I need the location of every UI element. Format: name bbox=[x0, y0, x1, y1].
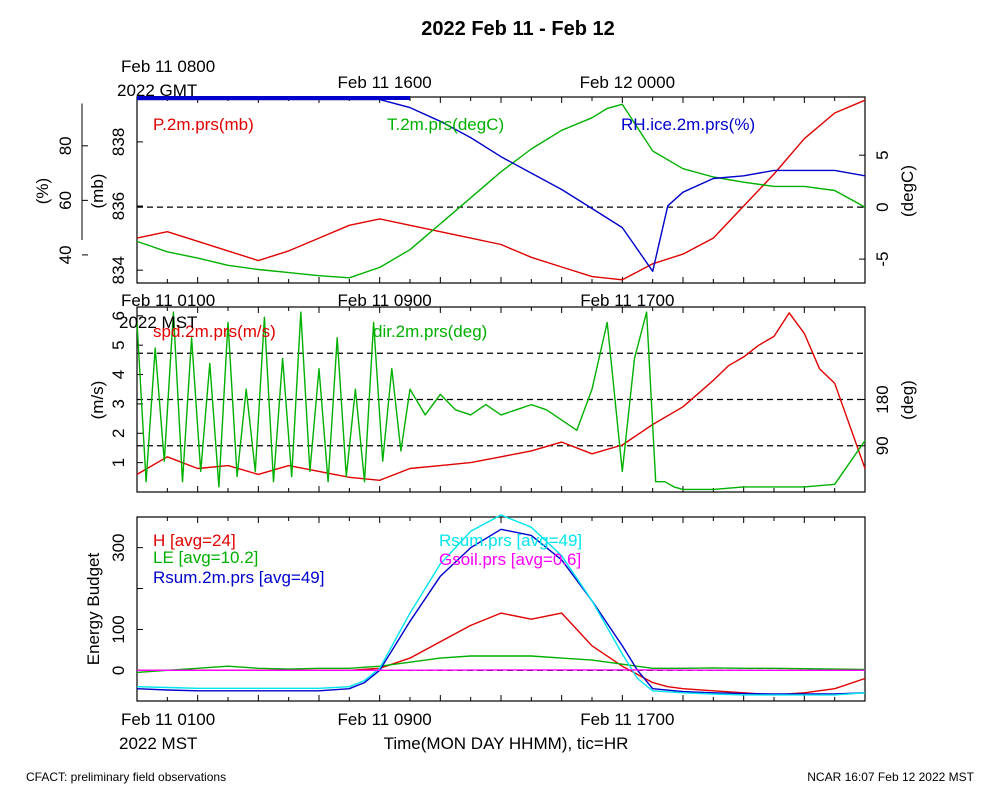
y2-tick-label: -5 bbox=[873, 252, 892, 267]
y-tick-label: 836 bbox=[109, 192, 128, 220]
percent-tick-label: 60 bbox=[56, 191, 75, 210]
y2-tick-label: 180 bbox=[873, 385, 892, 413]
y-tick-label: 100 bbox=[109, 615, 128, 643]
y2-tick-label: 5 bbox=[873, 150, 892, 159]
legend-entry: dir.2m.prs(deg) bbox=[373, 322, 487, 341]
series-line bbox=[136, 103, 866, 279]
y2-tick-label: 90 bbox=[873, 436, 892, 455]
energy-axis-label: Energy Budget bbox=[84, 552, 103, 665]
series-line bbox=[137, 612, 866, 696]
legend-entry: Gsoil.prs [avg=0.6] bbox=[439, 550, 581, 569]
footer-left: CFACT: preliminary field observations bbox=[26, 770, 226, 784]
legend-entry: H [avg=24] bbox=[153, 531, 236, 550]
series-line bbox=[136, 514, 866, 696]
y-tick-label: 300 bbox=[109, 533, 128, 561]
series-line bbox=[136, 528, 866, 695]
mid-axis-label: Feb 11 0900 bbox=[338, 291, 432, 310]
mid-axis-label: Feb 11 1700 bbox=[580, 291, 674, 310]
y-tick-label: 1 bbox=[109, 458, 128, 467]
top-axis-sub: 2022 GMT bbox=[117, 81, 197, 100]
series-line bbox=[136, 312, 866, 481]
top-axis-label: Feb 11 0800 bbox=[121, 57, 215, 76]
legend-entry: LE [avg=10.2] bbox=[153, 548, 258, 567]
y-tick-label: 2 bbox=[109, 429, 128, 438]
panel-energy-budget: 0 100 300 Energy Budget H [avg=24]LE [avg=10… bbox=[84, 514, 866, 702]
legend-entry: Rsum.prs [avg=49] bbox=[439, 531, 582, 550]
top-axis-label: Feb 12 0000 bbox=[580, 73, 675, 92]
deg-axis-label: (deg) bbox=[898, 380, 917, 420]
y-tick-label: 834 bbox=[109, 256, 128, 284]
legend-entry: Rsum.2m.prs [avg=49] bbox=[153, 568, 325, 587]
bottom-axis-label: Feb 11 0900 bbox=[338, 710, 432, 729]
panel-wind: 1 2 3 4 5 6 90 180 (m/s) (deg) spd.2m.prs(m/s) dir.… bbox=[88, 306, 917, 493]
bottom-axis-label: Feb 11 1700 bbox=[580, 710, 674, 729]
y-tick-label: 3 bbox=[109, 399, 128, 408]
series-line bbox=[136, 655, 866, 674]
top-axis-label: Feb 11 1600 bbox=[338, 73, 432, 92]
percent-tick-label: 80 bbox=[56, 136, 75, 155]
y-tick-label: 4 bbox=[109, 370, 128, 379]
footer-right: NCAR 16:07 Feb 12 2022 MST bbox=[807, 770, 974, 784]
middle-axis-sub: 2022 MST bbox=[119, 313, 197, 332]
bottom-axis-label: Feb 11 0100 bbox=[121, 710, 215, 729]
rh-saturation-marks bbox=[137, 96, 410, 100]
y-tick-label: 5 bbox=[109, 340, 128, 349]
legend-entry: RH.ice.2m.prs(%) bbox=[621, 115, 755, 134]
percent-tick-label: 40 bbox=[56, 245, 75, 264]
chart-title: 2022 Feb 11 - Feb 12 bbox=[421, 18, 614, 40]
panel-pressure-temperature-rh: 834 836 838 -5 0 5 40 60 80 (%) (mb) (degC) P.2m.prs… bbox=[33, 96, 917, 284]
ms-axis-label: (m/s) bbox=[88, 381, 107, 420]
series-line bbox=[136, 99, 866, 281]
x-axis-label: Time(MON DAY HHMM), tic=HR bbox=[384, 734, 629, 753]
legend-entry: P.2m.prs(mb) bbox=[153, 115, 254, 134]
series-line bbox=[136, 311, 866, 491]
y2-tick-label: 0 bbox=[873, 202, 892, 211]
y-tick-label: 0 bbox=[109, 666, 128, 675]
percent-axis-label: (%) bbox=[33, 178, 52, 204]
middle-time-axis: Feb 11 0100 Feb 11 0900 Feb 11 1700 bbox=[121, 291, 674, 310]
y-tick-label: 6 bbox=[109, 311, 128, 320]
top-time-axis: Feb 11 0800 Feb 11 1600 Feb 12 0000 bbox=[121, 57, 675, 92]
bottom-axis-sub: 2022 MST bbox=[119, 734, 197, 753]
legend-entry: T.2m.prs(degC) bbox=[387, 115, 504, 134]
degc-axis-label: (degC) bbox=[898, 165, 917, 217]
bottom-time-axis: Feb 11 0100 Feb 11 0900 Feb 11 1700 bbox=[121, 710, 674, 729]
mb-axis-label: (mb) bbox=[88, 174, 107, 209]
y-tick-label: 838 bbox=[109, 128, 128, 156]
mid-axis-label: Feb 11 0100 bbox=[121, 291, 215, 310]
legend-entry: spd.2m.prs(m/s) bbox=[153, 322, 276, 341]
